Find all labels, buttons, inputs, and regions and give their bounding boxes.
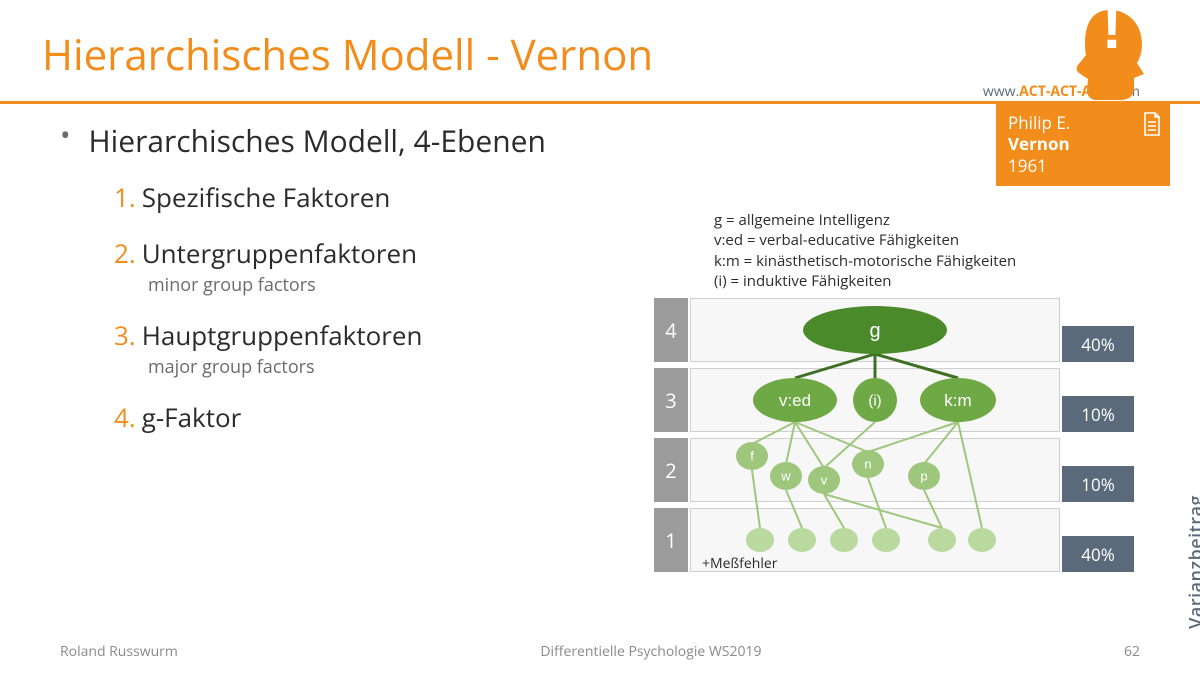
list-item: 4.g-Faktor	[114, 399, 640, 435]
numbered-list: 1.Spezifische Faktoren 2.Untergruppenfak…	[114, 179, 640, 435]
level-box	[690, 368, 1060, 432]
list-label: Spezifische Faktoren	[142, 179, 391, 215]
legend-line: k:m = kinästhetisch-motorische Fähigkeit…	[714, 251, 1016, 271]
legend-line: v:ed = verbal-educative Fähigkeiten	[714, 230, 1016, 250]
level-box	[690, 298, 1060, 362]
bullet-item: • Hierarchisches Modell, 4-Ebenen	[60, 120, 640, 161]
author-first: Philip E.	[1008, 112, 1158, 133]
level-box	[690, 438, 1060, 502]
author-box: Philip E. Vernon 1961	[996, 104, 1170, 186]
level-label: 3	[654, 368, 688, 432]
level-label: 1	[654, 508, 688, 572]
content-block: • Hierarchisches Modell, 4-Ebenen 1.Spez…	[60, 120, 640, 455]
pct-box: 10%	[1062, 396, 1134, 432]
legend-line: g = allgemeine Intelligenz	[714, 210, 1016, 230]
author-surname: Vernon	[1008, 133, 1158, 154]
footer-right: 62	[1124, 642, 1140, 661]
pct-box: 10%	[1062, 466, 1134, 502]
author-year: 1961	[1008, 155, 1158, 176]
legend: g = allgemeine Intelligenz v:ed = verbal…	[714, 210, 1016, 291]
footer-center: Differentielle Psychologie WS2019	[540, 642, 761, 661]
list-item: 2.Untergruppenfaktoren minor group facto…	[114, 235, 640, 297]
hierarchy-diagram: 4 40% 3 10% 2 10% 1 40% gv:ed(i)k:mfwvnp…	[654, 298, 1174, 604]
bullet-text: Hierarchisches Modell, 4-Ebenen	[89, 120, 546, 161]
level-label: 2	[654, 438, 688, 502]
footer-left: Roland Russwurm	[60, 642, 178, 661]
list-num: 2.	[114, 235, 136, 271]
head-silhouette-icon: !	[1056, 4, 1150, 104]
list-label: g-Faktor	[142, 399, 242, 435]
bullet-dot-icon: •	[60, 120, 71, 151]
messfehler-label: +Meßfehler	[702, 554, 777, 573]
document-icon	[1142, 112, 1162, 136]
list-label: Hauptgruppenfaktoren	[142, 317, 423, 353]
varianz-label: Varianzbeitrag	[1184, 495, 1200, 629]
svg-text:!: !	[1102, 4, 1123, 62]
level-label: 4	[654, 298, 688, 362]
slide-title: Hierarchisches Modell - Vernon	[42, 26, 653, 83]
footer: Roland Russwurm Differentielle Psycholog…	[0, 642, 1200, 661]
list-sub: minor group factors	[148, 273, 640, 297]
pct-box: 40%	[1062, 326, 1134, 362]
list-sub: major group factors	[148, 355, 640, 379]
list-num: 3.	[114, 317, 136, 353]
list-num: 4.	[114, 399, 136, 435]
list-num: 1.	[114, 179, 136, 215]
list-label: Untergruppenfaktoren	[142, 235, 417, 271]
legend-line: (i) = induktive Fähigkeiten	[714, 271, 1016, 291]
list-item: 1.Spezifische Faktoren	[114, 179, 640, 215]
url-prefix: www.	[983, 82, 1019, 101]
pct-box: 40%	[1062, 536, 1134, 572]
list-item: 3.Hauptgruppenfaktoren major group facto…	[114, 317, 640, 379]
